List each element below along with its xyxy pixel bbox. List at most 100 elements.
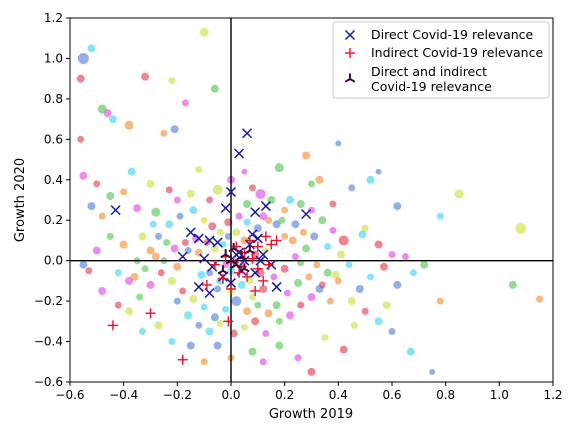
background-point <box>286 311 295 320</box>
direct-point <box>301 209 312 220</box>
background-point <box>243 200 252 209</box>
background-point <box>92 246 101 255</box>
direct-indirect-point <box>217 265 229 275</box>
background-point <box>302 244 311 253</box>
direct-indirect-point <box>244 245 256 255</box>
background-point <box>291 220 300 229</box>
background-point <box>97 104 107 114</box>
direct-point <box>242 128 253 139</box>
background-point <box>208 222 217 231</box>
background-point <box>347 297 356 306</box>
background-point <box>98 287 107 295</box>
background-point <box>130 272 139 281</box>
legend-marker-indirect <box>345 48 355 58</box>
x-tick-label: 0.0 <box>221 388 240 402</box>
background-point <box>281 206 289 214</box>
background-point <box>393 280 402 289</box>
background-point <box>149 220 157 228</box>
background-point <box>406 347 415 356</box>
background-point <box>278 216 286 224</box>
background-point <box>248 293 256 301</box>
background-point <box>275 341 284 350</box>
background-point <box>108 115 117 124</box>
direct-indirect-point <box>228 243 239 253</box>
background-point <box>87 44 96 53</box>
background-point <box>288 236 297 245</box>
background-point <box>106 191 115 200</box>
background-point <box>308 206 315 214</box>
background-point <box>335 140 342 147</box>
background-point <box>367 273 375 281</box>
background-point <box>374 240 383 249</box>
background-point <box>375 168 382 175</box>
legend-entry-direct: Direct Covid-19 relevance <box>371 27 534 42</box>
background-point <box>136 293 144 301</box>
background-point <box>280 264 289 273</box>
direct-point <box>250 207 261 218</box>
background-point <box>243 218 251 226</box>
background-point <box>326 297 334 305</box>
background-point <box>297 301 305 309</box>
background-point <box>165 220 174 229</box>
background-point <box>197 270 206 279</box>
direct-point <box>204 287 215 299</box>
background-point <box>186 189 195 198</box>
background-point <box>243 307 252 316</box>
background-point <box>163 238 171 246</box>
background-point <box>114 269 122 277</box>
background-point <box>195 321 203 329</box>
background-point <box>329 200 337 208</box>
background-point <box>210 84 219 93</box>
y-tick-label: 0.8 <box>44 92 63 106</box>
background-point <box>265 216 273 224</box>
background-point <box>200 303 208 311</box>
background-point <box>361 224 369 232</box>
x-tick-label: 1.2 <box>543 388 562 402</box>
background-point <box>401 253 409 261</box>
background-point <box>299 228 307 236</box>
background-point <box>296 200 305 209</box>
x-tick-label: −0.2 <box>163 388 192 402</box>
background-point <box>361 307 369 315</box>
background-point <box>125 307 134 316</box>
background-point <box>106 232 114 240</box>
background-point <box>170 244 179 253</box>
background-point <box>436 297 444 305</box>
background-point <box>141 72 150 81</box>
background-point <box>270 273 278 281</box>
background-point <box>119 240 128 249</box>
indirect-point <box>250 286 261 296</box>
background-point <box>283 289 291 297</box>
background-point <box>366 175 375 184</box>
background-point <box>345 261 353 269</box>
background-point <box>195 166 203 174</box>
background-point <box>222 305 230 313</box>
background-point <box>205 327 214 336</box>
background-point <box>302 151 311 160</box>
background-point <box>339 345 348 354</box>
background-point <box>199 27 209 37</box>
background-point <box>536 295 544 303</box>
y-tick-label: 1.0 <box>44 51 63 65</box>
background-point <box>120 188 128 196</box>
y-tick-label: −0.2 <box>34 294 63 308</box>
background-point <box>141 265 149 273</box>
y-tick-label: 0.0 <box>44 254 63 268</box>
background-point <box>307 293 316 302</box>
background-point <box>323 268 332 277</box>
indirect-point <box>234 267 245 278</box>
background-point <box>146 179 155 188</box>
background-point <box>124 120 134 130</box>
background-point <box>262 247 270 255</box>
background-point <box>212 184 223 195</box>
direct-point <box>255 255 266 266</box>
background-point <box>241 168 248 175</box>
x-tick-label: −0.4 <box>109 388 138 402</box>
background-point <box>259 212 268 221</box>
y-tick-label: 0.2 <box>44 213 63 227</box>
x-tick-label: 1.0 <box>490 388 509 402</box>
background-point <box>246 277 254 285</box>
background-point <box>350 321 358 329</box>
background-point <box>76 74 85 83</box>
background-point <box>508 280 517 289</box>
